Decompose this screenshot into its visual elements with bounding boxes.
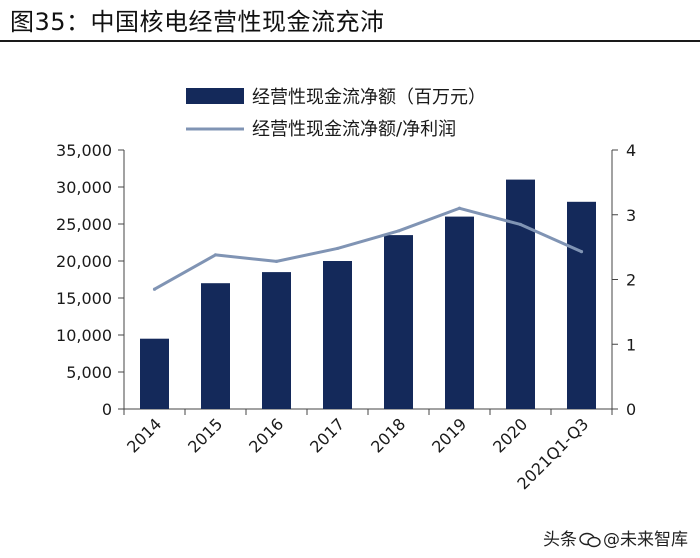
- line-point: [274, 259, 279, 263]
- x-tick-label: 2017: [306, 414, 348, 456]
- bar: [201, 283, 230, 409]
- right-tick-label: 1: [626, 335, 636, 354]
- x-tick-label: 2015: [184, 414, 226, 456]
- line-point: [213, 253, 218, 257]
- bar: [567, 201, 596, 409]
- figure-header: 图35：中国核电经营性现金流充沛: [0, 0, 700, 42]
- bar: [445, 216, 474, 409]
- x-tick-label: 2018: [367, 414, 409, 456]
- line-series: [152, 206, 584, 291]
- bar: [384, 235, 413, 409]
- figure-title: 图35：中国核电经营性现金流充沛: [10, 8, 385, 36]
- line-point: [335, 246, 340, 251]
- line-point: [579, 250, 584, 254]
- wechat-icon: [579, 532, 601, 548]
- right-tick-label: 4: [626, 141, 636, 160]
- line-point: [457, 206, 462, 210]
- legend-bar-label: 经营性现金流净额（百万元）: [252, 87, 486, 108]
- right-tick-label: 3: [626, 206, 636, 225]
- left-tick-label: 10,000: [56, 326, 112, 345]
- left-tick-label: 20,000: [56, 252, 112, 271]
- x-tick-label: 2019: [428, 414, 470, 456]
- bar: [323, 261, 352, 409]
- right-tick-label: 0: [626, 400, 636, 419]
- x-tick-label: 2014: [123, 414, 165, 456]
- bar: [262, 272, 291, 409]
- x-tick-label: 2016: [245, 414, 287, 456]
- title-divider: [0, 40, 700, 42]
- line-point: [518, 222, 523, 227]
- left-tick-label: 35,000: [56, 141, 112, 160]
- watermark-prefix: 头条: [543, 530, 577, 550]
- left-tick-label: 15,000: [56, 289, 112, 308]
- bar: [506, 179, 535, 409]
- left-tick-label: 30,000: [56, 178, 112, 197]
- ratio-line: [153, 206, 583, 291]
- watermark-account: @未来智库: [603, 530, 688, 550]
- bar: [140, 338, 169, 409]
- line-point: [396, 229, 401, 233]
- watermark: 头条 @未来智库: [543, 525, 688, 550]
- right-tick-label: 2: [626, 271, 636, 290]
- left-tick-label: 25,000: [56, 215, 112, 234]
- axes: 0 5,000 10,000 15,000 20,000 25,000 30,000 35,0…: [56, 141, 636, 419]
- legend-bar-swatch: [186, 88, 244, 104]
- left-tick-label: 0: [102, 400, 112, 419]
- bar-series: [140, 179, 596, 409]
- legend-line-label: 经营性现金流净额/净利润: [252, 119, 456, 140]
- x-tick-label: 2020: [489, 414, 531, 456]
- legend: 经营性现金流净额（百万元） 经营性现金流净额/净利润: [186, 87, 486, 140]
- left-tick-label: 5,000: [66, 363, 112, 382]
- line-point: [152, 287, 157, 291]
